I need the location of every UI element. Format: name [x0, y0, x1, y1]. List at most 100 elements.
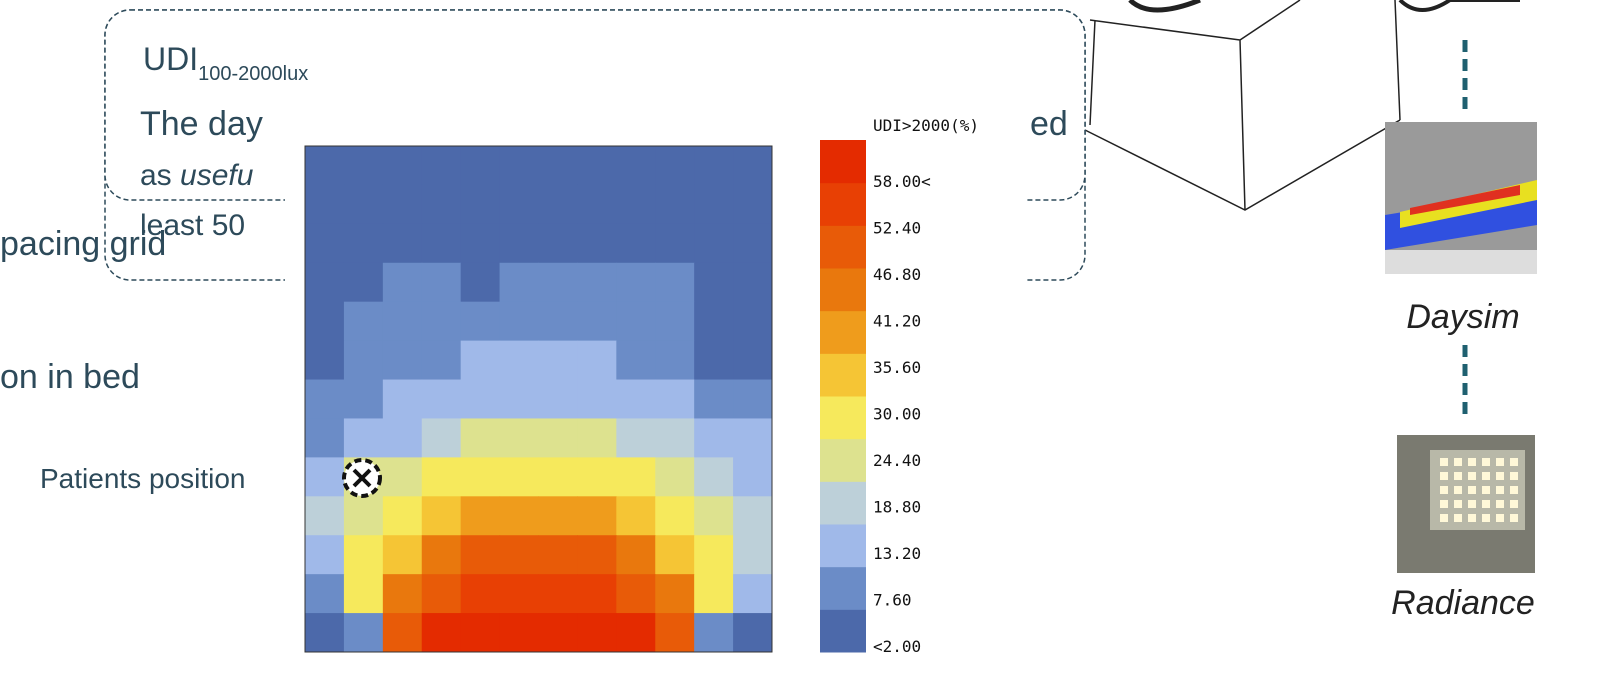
heatmap-cell [305, 418, 344, 457]
legend-swatch [820, 567, 866, 610]
heatmap-cell [655, 574, 694, 613]
heatmap-cell [577, 380, 616, 419]
heatmap-cell [577, 263, 616, 302]
heatmap-cell [383, 302, 422, 341]
heatmap-cell [305, 341, 344, 380]
heatmap-cell [577, 535, 616, 574]
heatmap-cell [305, 574, 344, 613]
window-pane [1454, 514, 1462, 522]
heatmap-cell [616, 185, 655, 224]
heatmap-cell [461, 380, 500, 419]
heatmap-cell [539, 185, 578, 224]
window-pane [1468, 514, 1476, 522]
heatmap-cell [461, 418, 500, 457]
window-pane [1440, 458, 1448, 466]
heatmap-cell [733, 418, 772, 457]
heatmap-cell [694, 457, 733, 496]
heatmap-cell [539, 341, 578, 380]
heatmap-cell [539, 302, 578, 341]
heatmap-cell [500, 535, 539, 574]
heatmap-cell [422, 613, 461, 652]
legend-swatch [820, 268, 866, 311]
heatmap-cell [383, 185, 422, 224]
window-pane [1440, 500, 1448, 508]
heatmap-cell [577, 457, 616, 496]
heatmap-cell [616, 535, 655, 574]
heatmap-cell [655, 613, 694, 652]
legend-swatch [820, 311, 866, 354]
heatmap-cell [539, 496, 578, 535]
window-pane [1496, 514, 1504, 522]
window-pane [1496, 486, 1504, 494]
window-pane [1468, 472, 1476, 480]
heatmap-cell [344, 341, 383, 380]
heatmap-cell [577, 341, 616, 380]
window-pane [1510, 458, 1518, 466]
legend-swatch [820, 481, 866, 524]
heatmap-cell [305, 224, 344, 263]
legend-swatch [820, 396, 866, 439]
heatmap-cell [733, 380, 772, 419]
heatmap-cell [655, 380, 694, 419]
heatmap-cell [422, 224, 461, 263]
legend-label: 24.40 [873, 451, 921, 470]
heatmap-cell [577, 418, 616, 457]
legend-label: 46.80 [873, 265, 921, 284]
heatmap-cell [500, 380, 539, 419]
heatmap-cell [539, 457, 578, 496]
heatmap-cell [461, 263, 500, 302]
heatmap-cell [539, 418, 578, 457]
heatmap-cell [500, 457, 539, 496]
heatmap-cell [500, 496, 539, 535]
heatmap-cell [733, 146, 772, 185]
heatmap-cell [539, 535, 578, 574]
heatmap-cell [461, 574, 500, 613]
heatmap-cell [500, 302, 539, 341]
heatmap-cell [344, 302, 383, 341]
heatmap-cell [383, 535, 422, 574]
heatmap-cell [539, 224, 578, 263]
window-pane [1510, 500, 1518, 508]
window-pane [1496, 500, 1504, 508]
legend-swatch [820, 524, 866, 567]
heatmap-cell [305, 613, 344, 652]
heatmap-cell [616, 613, 655, 652]
heatmap-cell [344, 263, 383, 302]
heatmap-cell [344, 146, 383, 185]
window-pane [1482, 486, 1490, 494]
heatmap [305, 146, 773, 653]
heatmap-cell [655, 418, 694, 457]
heatmap-cell [694, 341, 733, 380]
heatmap-cell [383, 418, 422, 457]
heatmap-cell [500, 185, 539, 224]
heatmap-cell [577, 146, 616, 185]
heatmap-cell [733, 185, 772, 224]
window-pane [1482, 458, 1490, 466]
heatmap-cell [383, 341, 422, 380]
heatmap-cell [461, 496, 500, 535]
heatmap-cell [694, 574, 733, 613]
heatmap-cell [344, 418, 383, 457]
heatmap-cell [500, 341, 539, 380]
heatmap-cell [616, 302, 655, 341]
heatmap-cell [616, 574, 655, 613]
heatmap-cell [616, 146, 655, 185]
heatmap-cell [655, 302, 694, 341]
heatmap-cell [616, 263, 655, 302]
legend-label: 35.60 [873, 358, 921, 377]
heatmap-cell [344, 574, 383, 613]
heatmap-cell [422, 302, 461, 341]
heatmap-cell [733, 224, 772, 263]
marker-label: Patients position [40, 463, 245, 494]
heatmap-cell [305, 263, 344, 302]
heatmap-cell [577, 496, 616, 535]
heatmap-cell [616, 496, 655, 535]
heatmap-cell [655, 263, 694, 302]
heatmap-cell [500, 613, 539, 652]
heatmap-cell [461, 302, 500, 341]
heatmap-cell [539, 263, 578, 302]
heatmap-cell [422, 146, 461, 185]
heatmap-cell [422, 496, 461, 535]
heatmap-cell [655, 146, 694, 185]
heatmap-cell [305, 302, 344, 341]
